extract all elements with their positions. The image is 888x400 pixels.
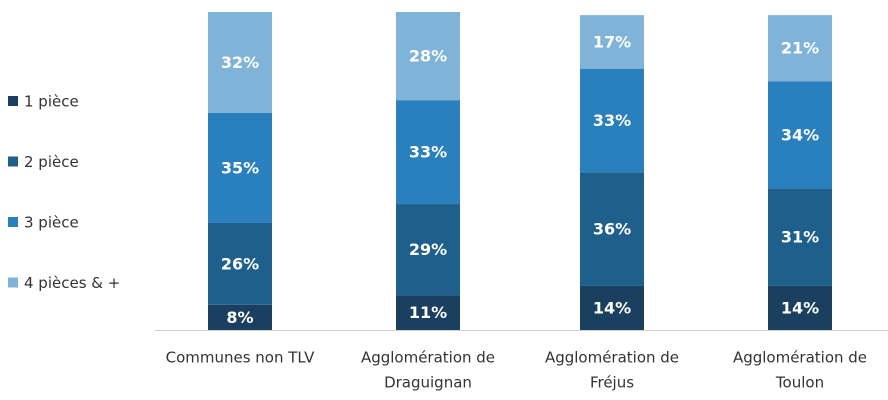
bar-segment	[580, 285, 644, 330]
bar-segment	[580, 172, 644, 286]
value-label: 11%	[409, 303, 447, 322]
x-tick-label: Agglomération de	[733, 349, 867, 367]
legend-label: 2 pièce	[24, 153, 79, 171]
legend-label: 4 pièces & +	[24, 274, 120, 292]
value-label: 33%	[593, 111, 631, 130]
bar-segment	[580, 15, 644, 69]
value-label: 8%	[226, 308, 253, 327]
value-label: 35%	[221, 158, 259, 177]
value-label: 36%	[593, 220, 631, 239]
legend-swatch	[8, 156, 18, 167]
bar-segment	[396, 12, 460, 101]
legend-label: 3 pièce	[24, 214, 79, 232]
bar-segment	[208, 12, 272, 113]
value-label: 28%	[409, 47, 447, 66]
value-label: 14%	[781, 298, 819, 317]
bar-segment	[396, 295, 460, 330]
bar-segment	[768, 285, 832, 330]
value-label: 32%	[221, 53, 259, 72]
value-label: 31%	[781, 228, 819, 247]
legend-swatch	[8, 277, 18, 288]
value-label: 29%	[409, 240, 447, 259]
bar-segment	[396, 100, 460, 205]
bar-segment	[768, 188, 832, 286]
value-label: 34%	[781, 125, 819, 144]
x-tick-label: Agglomération de	[545, 349, 679, 367]
x-tick-label: Communes non TLV	[166, 349, 316, 367]
x-tick-label: Agglomération de	[361, 349, 495, 367]
value-label: 17%	[593, 32, 631, 51]
bar-segment	[208, 112, 272, 223]
x-tick-label: Fréjus	[590, 374, 634, 392]
bar-segment	[580, 68, 644, 173]
bar-segment	[208, 222, 272, 305]
bar-segment	[208, 304, 272, 330]
legend-swatch	[8, 217, 18, 227]
bar-segment	[768, 81, 832, 189]
x-tick-label: Toulon	[775, 374, 824, 392]
value-label: 21%	[781, 39, 819, 58]
legend-swatch	[8, 96, 18, 106]
bar-segment	[396, 204, 460, 296]
value-label: 26%	[221, 254, 259, 273]
bar-segment	[768, 15, 832, 82]
legend-label: 1 pièce	[24, 93, 79, 111]
x-tick-label: Draguignan	[384, 374, 472, 392]
value-label: 14%	[593, 298, 631, 317]
value-label: 33%	[409, 143, 447, 162]
